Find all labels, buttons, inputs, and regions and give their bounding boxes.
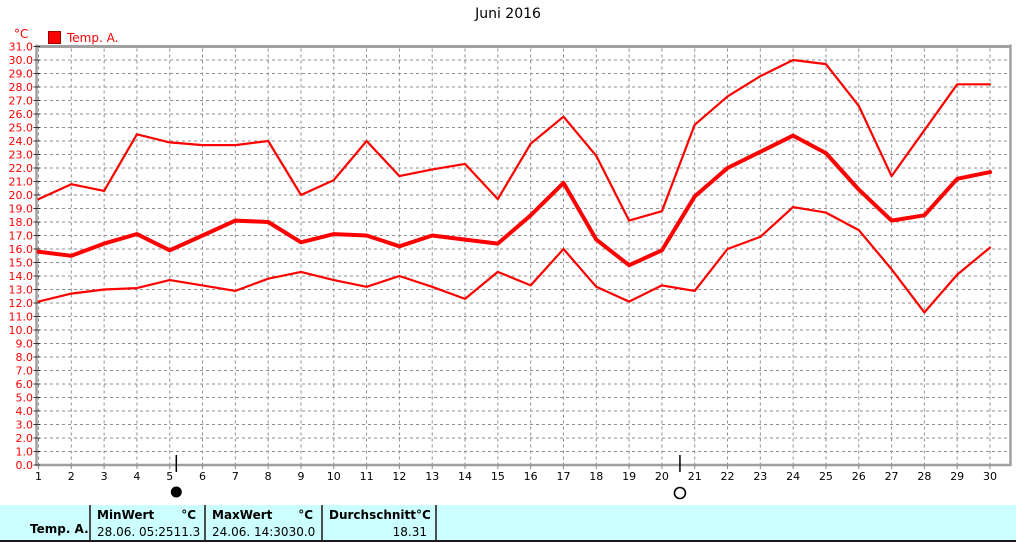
x-axis-label: 16 xyxy=(524,470,538,483)
x-axis-label: 3 xyxy=(101,470,108,483)
series-line-1 xyxy=(36,133,992,268)
durchschnitt-value: 18.31 xyxy=(392,525,427,539)
x-axis-label: 19 xyxy=(622,470,636,483)
x-axis-label: 20 xyxy=(655,470,669,483)
x-axis-label: 21 xyxy=(688,470,702,483)
stats-col-maxwert: MaxWert °C 24.06. 14:30 30.0 xyxy=(204,505,321,540)
full-moon-icon xyxy=(673,486,687,500)
y-axis-label: 24.0 xyxy=(9,135,34,148)
x-axis-label: 26 xyxy=(852,470,866,483)
y-axis-label: 7.0 xyxy=(16,365,34,378)
y-axis-label: 26.0 xyxy=(9,108,34,121)
y-axis-label: 9.0 xyxy=(16,338,34,351)
y-axis-label: 20.0 xyxy=(9,189,34,202)
y-axis-label: 5.0 xyxy=(16,392,34,405)
x-axis-label: 4 xyxy=(133,470,140,483)
x-axis-label: 23 xyxy=(753,470,767,483)
maxwert-value: 30.0 xyxy=(288,525,316,539)
x-axis-label: 27 xyxy=(885,470,899,483)
stats-col-durchschnitt: Durchschnitt °C 18.31 xyxy=(321,505,435,540)
y-axis-label: 15.0 xyxy=(9,257,34,270)
temperature-line-chart: 0.01.02.03.04.05.06.07.08.09.010.011.012… xyxy=(9,41,1012,500)
y-axis-label: 23.0 xyxy=(9,149,34,162)
stats-table: Temp. A. MinWert °C 28.06. 05:25 11.3 Ma… xyxy=(0,505,1016,540)
x-axis-label: 9 xyxy=(297,470,304,483)
y-axis-label: 4.0 xyxy=(16,405,34,418)
y-axis-label: 27.0 xyxy=(9,95,34,108)
x-axis-label: 1 xyxy=(35,470,42,483)
chart-title: Juni 2016 xyxy=(475,6,541,22)
stats-col-minwert: MinWert °C 28.06. 05:25 11.3 xyxy=(89,505,204,540)
maxwert-header: MaxWert xyxy=(212,508,273,522)
y-axis-label: 22.0 xyxy=(9,162,34,175)
stats-col-empty xyxy=(435,505,1016,540)
y-axis-label: 0.0 xyxy=(16,459,34,472)
x-axis-label: 24 xyxy=(786,470,800,483)
stats-row-label: Temp. A. xyxy=(30,522,89,536)
y-axis-label: 21.0 xyxy=(9,176,34,189)
x-axis-label: 22 xyxy=(721,470,735,483)
legend-swatch-icon xyxy=(48,31,61,44)
minwert-unit: °C xyxy=(181,508,196,522)
x-axis-label: 14 xyxy=(458,470,472,483)
x-axis-label: 29 xyxy=(950,470,964,483)
durchschnitt-header: Durchschnitt xyxy=(329,508,417,522)
x-axis-label: 17 xyxy=(556,470,570,483)
y-axis-label: 18.0 xyxy=(9,216,34,229)
x-axis-label: 2 xyxy=(68,470,75,483)
x-axis-label: 18 xyxy=(589,470,603,483)
y-axis-label: 11.0 xyxy=(9,311,34,324)
y-axis-label: 30.0 xyxy=(9,54,34,67)
x-axis-label: 8 xyxy=(265,470,272,483)
y-axis-label: 31.0 xyxy=(9,41,34,54)
maxwert-unit: °C xyxy=(298,508,313,522)
y-axis-unit-label: °C xyxy=(14,27,29,41)
y-axis-label: 12.0 xyxy=(9,297,34,310)
minwert-value: 11.3 xyxy=(173,525,201,539)
x-axis-label: 12 xyxy=(392,470,406,483)
minwert-header: MinWert xyxy=(97,508,155,522)
y-axis-label: 25.0 xyxy=(9,122,34,135)
x-axis-label: 25 xyxy=(819,470,833,483)
y-axis-label: 19.0 xyxy=(9,203,34,216)
series-line-0 xyxy=(37,58,992,222)
y-axis-label: 29.0 xyxy=(9,68,34,81)
x-axis-label: 28 xyxy=(917,470,931,483)
x-axis-label: 7 xyxy=(232,470,239,483)
y-axis-label: 10.0 xyxy=(9,324,34,337)
x-axis-label: 15 xyxy=(491,470,505,483)
maxwert-datetime: 24.06. 14:30 xyxy=(212,525,289,539)
stats-row-label-cell: Temp. A. xyxy=(0,505,89,540)
y-axis-label: 1.0 xyxy=(16,446,34,459)
durchschnitt-unit: °C xyxy=(416,508,431,522)
series-line-2 xyxy=(37,206,992,314)
legend-series-label: Temp. A. xyxy=(67,30,119,45)
new-moon-icon xyxy=(170,486,182,498)
y-axis-label: 6.0 xyxy=(16,378,34,391)
legend: Temp. A. xyxy=(48,27,118,45)
y-axis-label: 17.0 xyxy=(9,230,34,243)
y-axis-label: 3.0 xyxy=(16,419,34,432)
x-axis-label: 5 xyxy=(166,470,173,483)
y-axis-label: 14.0 xyxy=(9,270,34,283)
y-axis-label: 2.0 xyxy=(16,432,34,445)
y-axis-label: 8.0 xyxy=(16,351,34,364)
table-bottom-divider xyxy=(0,540,1016,542)
x-axis-label: 6 xyxy=(199,470,206,483)
x-axis-label: 30 xyxy=(983,470,997,483)
x-axis-label: 11 xyxy=(360,470,374,483)
y-axis-label: 16.0 xyxy=(9,243,34,256)
x-axis-label: 13 xyxy=(425,470,439,483)
y-axis-label: 13.0 xyxy=(9,284,34,297)
minwert-datetime: 28.06. 05:25 xyxy=(97,525,174,539)
x-axis-label: 10 xyxy=(327,470,341,483)
y-axis-label: 28.0 xyxy=(9,81,34,94)
